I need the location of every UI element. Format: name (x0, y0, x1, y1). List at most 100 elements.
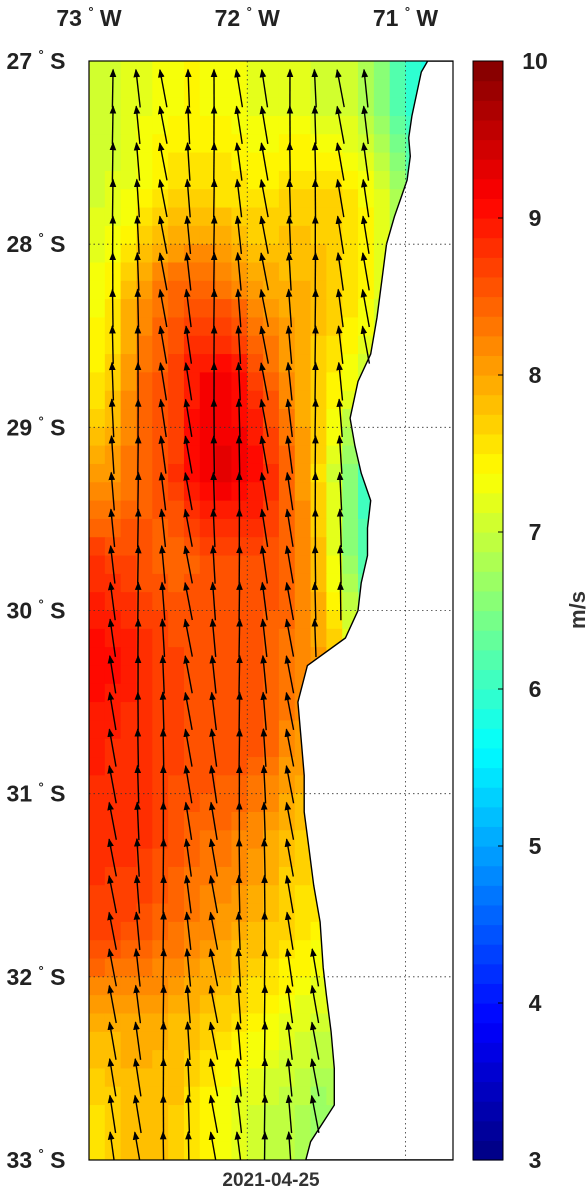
wind-vector-arrow (259, 362, 269, 401)
speed-cell (89, 134, 106, 154)
speed-cell (231, 280, 248, 300)
speed-cell (89, 1031, 106, 1051)
speed-cell (326, 445, 343, 465)
wind-vector-arrow (160, 947, 167, 987)
speed-cell (136, 482, 153, 502)
wind-vector-arrow (107, 874, 118, 914)
speed-cell (263, 628, 280, 648)
speed-cell (183, 555, 201, 575)
speed-cell (263, 958, 280, 978)
longitude-tick-label: 73 ° W (56, 4, 122, 31)
wind-vector-arrow (159, 544, 166, 584)
speed-cell (263, 170, 280, 190)
speed-cell (342, 482, 359, 502)
speed-cell (168, 1123, 185, 1143)
wind-vector-arrow (158, 325, 168, 364)
speed-cell (247, 61, 264, 80)
wind-vector-arrow (158, 398, 167, 438)
speed-cell (120, 702, 138, 721)
wind-vector-arrow (183, 691, 193, 731)
wind-vector-arrow (210, 288, 218, 328)
wind-vector-arrow (284, 764, 295, 804)
speed-cell (120, 409, 138, 428)
speed-cell (358, 280, 375, 300)
speed-cell (89, 1086, 106, 1106)
speed-cell (215, 518, 233, 538)
speed-cell (120, 354, 138, 373)
wind-vector-arrow (184, 141, 192, 181)
colorbar-step (473, 590, 503, 612)
colorbar-step (473, 218, 503, 239)
wind-vector-arrow (107, 654, 117, 694)
speed-cell (168, 775, 185, 795)
speed-cell (342, 500, 359, 520)
speed-cell (215, 335, 233, 355)
speed-cell (152, 702, 169, 721)
colorbar-scale (473, 61, 503, 1161)
speed-cell (199, 445, 217, 465)
speed-cell (104, 1123, 122, 1143)
wind-vector-arrow (132, 1131, 141, 1160)
latitude-tick-label: 27 ° S (7, 47, 66, 74)
speed-cell (168, 500, 185, 520)
speed-cell (168, 280, 185, 300)
wind-vector-arrow (183, 435, 193, 474)
speed-cell (120, 830, 138, 850)
wind-vector-arrow (260, 764, 268, 804)
wind-vector-arrow (337, 581, 344, 621)
speed-cell (120, 793, 138, 813)
speed-cell (231, 1086, 248, 1106)
speed-cell (89, 482, 106, 502)
speed-cell (278, 244, 296, 264)
wind-vector-arrow (336, 361, 344, 401)
wind-vector-arrow (184, 984, 192, 1024)
wind-vector-arrow (109, 178, 117, 218)
speed-cell (136, 775, 153, 795)
colorbar-step (473, 571, 503, 592)
wind-vector-arrow (107, 801, 117, 840)
speed-cell (183, 409, 201, 428)
speed-cell (294, 463, 312, 483)
colorbar-step (473, 100, 503, 121)
speed-cell (183, 1031, 201, 1051)
wind-vector-arrow (183, 618, 193, 657)
wind-vector-arrow (234, 1131, 242, 1160)
speed-cell (152, 757, 169, 776)
speed-cell (168, 225, 185, 245)
speed-cell (89, 940, 106, 960)
wind-vector-arrow (286, 141, 294, 181)
speed-cell (152, 555, 169, 575)
speed-cell (89, 848, 106, 868)
wind-vector-arrow (208, 948, 219, 987)
speed-cell (294, 903, 312, 923)
speed-cell (294, 628, 312, 648)
speed-cell (89, 903, 106, 923)
speed-cell (183, 885, 201, 905)
speed-cell (120, 647, 138, 667)
speed-cell (120, 738, 138, 758)
speed-cell (263, 372, 280, 392)
speed-cell (247, 866, 264, 886)
graticule (89, 61, 453, 1160)
speed-cell (120, 152, 138, 172)
longitude-tick-labels: 73 ° W 72 ° W 71 ° W (56, 4, 438, 31)
speed-cell (89, 445, 106, 465)
speed-cell (136, 958, 153, 978)
speed-cell (199, 866, 217, 886)
speed-cell (294, 61, 312, 80)
speed-cell (215, 170, 233, 190)
speed-cell (215, 189, 233, 209)
speed-cell (263, 335, 280, 355)
speed-cell (89, 921, 106, 941)
speed-cell (342, 299, 359, 319)
speed-cell (152, 537, 169, 557)
speed-cell (152, 372, 169, 392)
speed-cell (120, 958, 138, 978)
speed-cell (120, 537, 138, 557)
wind-vector-arrow (184, 947, 192, 987)
speed-cell (247, 500, 264, 520)
wind-vector-arrow (107, 1094, 117, 1134)
speed-cell (263, 555, 280, 575)
latitude-tick-labels: 27 ° S 28 ° S 29 ° S 30 ° S 31 ° S 32 ° S 33 °… (7, 47, 66, 1173)
wind-vector-arrow (284, 655, 295, 694)
